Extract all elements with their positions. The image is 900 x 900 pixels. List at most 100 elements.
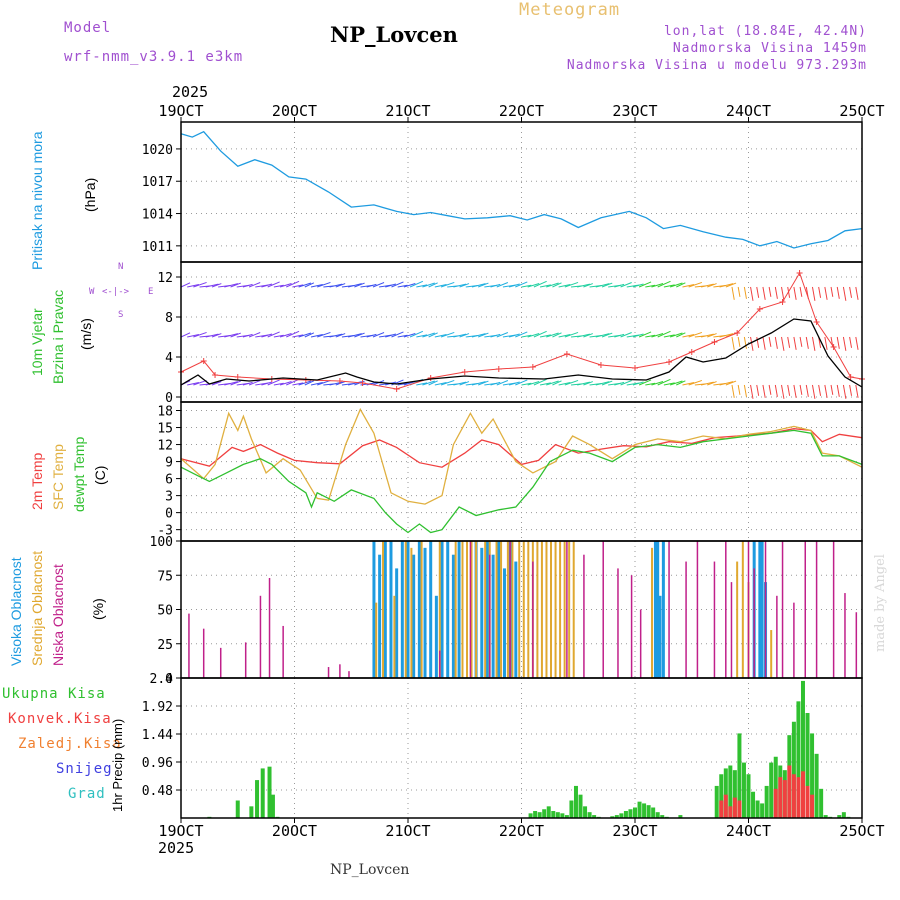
precip-total-bar (546, 806, 551, 818)
cloud-low-bar (617, 568, 619, 678)
cloud-mid-bar (518, 541, 521, 678)
wind-direction-glyph (459, 283, 470, 288)
wind-direction-glyph (651, 381, 664, 386)
cloud-high-bar (658, 595, 662, 678)
wind-direction-glyph (811, 336, 816, 351)
wind-direction-glyph (230, 332, 241, 338)
precip-total-bar (764, 785, 769, 818)
precip-total-bar (655, 812, 660, 818)
wind-direction-glyph (416, 284, 428, 288)
wind-direction-glyph (651, 333, 664, 338)
wind-direction-glyph (187, 334, 200, 338)
precip-convective-bar (719, 800, 724, 818)
precip-convective-bar (737, 800, 742, 818)
cloud-low-bar (348, 671, 350, 678)
meteogram-label: Meteogram (519, 0, 621, 20)
precip-total-bar (528, 813, 533, 818)
legend-konvek: Konvek.Kisa (8, 711, 112, 727)
precip-total-bar (814, 753, 819, 818)
wind-direction-glyph (409, 280, 424, 288)
wind-direction-glyph (279, 381, 292, 386)
wind-direction-glyph (768, 336, 772, 347)
wind-direction-glyph (261, 381, 273, 386)
wind-gust-marker (830, 344, 837, 350)
wind-direction-glyph (372, 282, 385, 288)
wind-direction-glyph (645, 382, 656, 386)
wind-direction-glyph (496, 282, 509, 288)
wind-direction-glyph (539, 284, 551, 288)
x-tick-label-top: 21OCT (385, 102, 430, 120)
wind-direction-glyph (348, 381, 362, 386)
wind-direction-glyph (620, 282, 632, 288)
wind-direction-glyph (638, 281, 652, 288)
precip-total-bar (583, 806, 588, 818)
wind-direction-glyph (477, 282, 489, 288)
cloud-high-bar (497, 541, 501, 678)
wind-gust-marker (666, 359, 673, 365)
wind-direction-glyph (533, 378, 547, 386)
wind-direction-glyph (267, 331, 280, 338)
x-tick-label-bottom: 22OCT (499, 822, 544, 840)
wind-direction-glyph (762, 336, 766, 350)
cloud-mid-bar (559, 541, 562, 678)
wind-direction-glyph (292, 382, 304, 386)
wind-direction-glyph (577, 283, 590, 288)
wind-direction-glyph (193, 281, 207, 288)
precip-total-bar (800, 680, 805, 818)
precip-total-bar (560, 813, 565, 818)
wind-direction-glyph (521, 284, 532, 288)
precip-total-bar (646, 805, 651, 818)
wind-direction-glyph (719, 333, 734, 338)
wind-direction-glyph (434, 284, 447, 288)
wind-gust-marker (234, 374, 241, 380)
wind-direction-glyph (279, 283, 292, 288)
wind-direction-glyph (434, 334, 447, 338)
wind-direction-glyph (787, 336, 791, 348)
precip-total-bar (569, 800, 574, 818)
wind-direction-glyph (385, 333, 397, 338)
precip-convective-bar (791, 774, 796, 818)
wind-direction-glyph (477, 380, 489, 386)
wind-direction-glyph (781, 286, 785, 301)
wind-direction-glyph (248, 282, 261, 288)
wind-direction-glyph (743, 384, 747, 397)
wind-direction-glyph (304, 332, 315, 338)
y-tick-label: 0.48 (142, 784, 173, 799)
y-tick-label: 15 (157, 422, 173, 437)
wind-direction-glyph (601, 282, 613, 288)
cloud-mid-bar (484, 541, 487, 678)
wind-direction-glyph (211, 283, 222, 288)
y-tick-label: 6 (165, 473, 173, 488)
cloud-low-bar (439, 650, 441, 678)
precip-total-bar (723, 768, 728, 818)
wind-direction-glyph (632, 333, 644, 338)
wind-direction-glyph (304, 282, 315, 288)
cloud-low-bar (566, 541, 568, 678)
precip-total-bar (751, 791, 756, 818)
x-tick-label-top: 24OCT (726, 102, 771, 120)
wind-direction-glyph (440, 331, 455, 338)
precip-total-bar (810, 733, 815, 818)
wind-direction-glyph (416, 334, 428, 338)
wind-gust-marker (632, 365, 638, 371)
temp-sfc-line (180, 407, 863, 505)
cloud-mid-bar (461, 541, 464, 678)
cloud-mid-bar (438, 541, 441, 678)
cloud-low-bar (725, 541, 727, 678)
precip-convective-bar (723, 794, 728, 818)
wind-direction-glyph (688, 281, 703, 288)
wind-direction-glyph (354, 332, 365, 338)
cloud-high-bar (758, 541, 762, 678)
precip-total-bar (533, 811, 538, 818)
year-top: 2025 (172, 83, 209, 101)
wind-direction-glyph (595, 381, 610, 386)
wind-direction-glyph (719, 283, 734, 288)
wind-direction-glyph (248, 380, 261, 386)
wind-direction-glyph (329, 283, 343, 288)
wind-direction-glyph (317, 331, 331, 338)
wind-direction-glyph (471, 333, 486, 338)
cloud-low-bar (776, 595, 778, 678)
wind-direction-glyph (774, 384, 778, 397)
wind-direction-glyph (781, 336, 785, 351)
precip-total-bar (249, 806, 254, 818)
